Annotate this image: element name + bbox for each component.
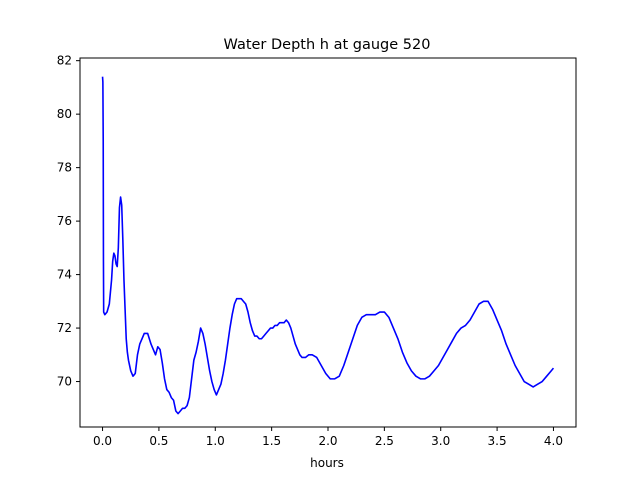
x-axis-label: hours	[310, 456, 344, 470]
y-tick-label: 78	[57, 161, 72, 175]
x-tick-label: 3.0	[431, 434, 450, 448]
y-tick-label: 80	[57, 107, 72, 121]
y-axis-ticks: 70 72 74 76 78 80 82	[57, 54, 80, 389]
plot-content	[101, 76, 555, 415]
x-tick-label: 0.0	[93, 434, 112, 448]
x-tick-label: 2.0	[318, 434, 337, 448]
x-axis-ticks: 0.0 0.5 1.0 1.5 2.0 2.5 3.0 3.5 4.0	[93, 427, 563, 448]
chart-title: Water Depth h at gauge 520	[224, 37, 431, 53]
x-tick-label: 4.0	[544, 434, 563, 448]
x-tick-label: 1.0	[206, 434, 225, 448]
x-tick-label: 1.5	[262, 434, 281, 448]
y-tick-label: 82	[57, 54, 72, 68]
x-tick-label: 3.5	[488, 434, 507, 448]
y-tick-label: 74	[57, 268, 72, 282]
y-tick-label: 70	[57, 375, 72, 389]
x-tick-label: 0.5	[149, 434, 168, 448]
series-line-0	[101, 76, 555, 415]
y-tick-label: 72	[57, 321, 72, 335]
x-tick-label: 2.5	[375, 434, 394, 448]
y-tick-label: 76	[57, 214, 72, 228]
